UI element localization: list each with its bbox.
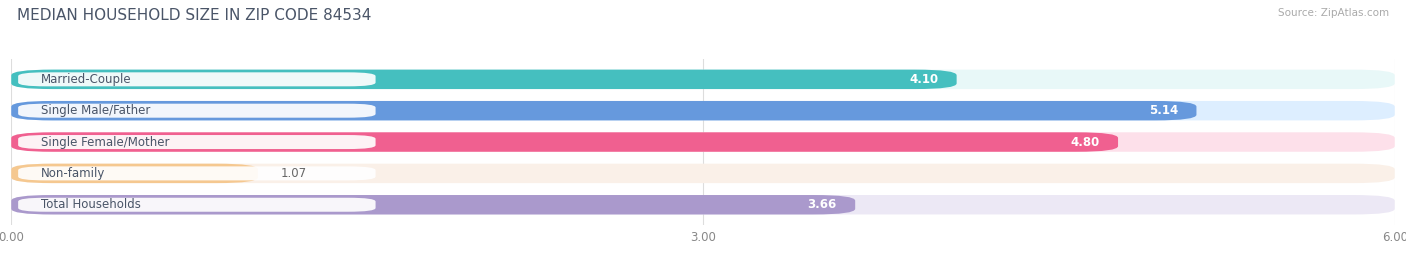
FancyBboxPatch shape	[11, 164, 1395, 183]
FancyBboxPatch shape	[11, 70, 956, 89]
Text: 5.14: 5.14	[1149, 104, 1178, 117]
FancyBboxPatch shape	[18, 135, 375, 149]
Text: 4.80: 4.80	[1070, 136, 1099, 148]
FancyBboxPatch shape	[18, 166, 375, 180]
FancyBboxPatch shape	[11, 70, 1395, 89]
FancyBboxPatch shape	[11, 132, 1118, 152]
FancyBboxPatch shape	[11, 195, 1395, 214]
FancyBboxPatch shape	[11, 195, 855, 214]
Text: Married-Couple: Married-Couple	[41, 73, 132, 86]
Text: Total Households: Total Households	[41, 198, 141, 211]
Text: Non-family: Non-family	[41, 167, 105, 180]
Text: 1.07: 1.07	[281, 167, 307, 180]
Text: MEDIAN HOUSEHOLD SIZE IN ZIP CODE 84534: MEDIAN HOUSEHOLD SIZE IN ZIP CODE 84534	[17, 8, 371, 23]
Text: Single Female/Mother: Single Female/Mother	[41, 136, 170, 148]
FancyBboxPatch shape	[18, 104, 375, 118]
Text: 4.10: 4.10	[910, 73, 938, 86]
FancyBboxPatch shape	[11, 101, 1395, 120]
FancyBboxPatch shape	[18, 72, 375, 86]
Text: Source: ZipAtlas.com: Source: ZipAtlas.com	[1278, 8, 1389, 18]
FancyBboxPatch shape	[18, 198, 375, 212]
Text: 3.66: 3.66	[807, 198, 837, 211]
FancyBboxPatch shape	[11, 132, 1395, 152]
FancyBboxPatch shape	[11, 101, 1197, 120]
FancyBboxPatch shape	[11, 164, 257, 183]
Text: Single Male/Father: Single Male/Father	[41, 104, 150, 117]
